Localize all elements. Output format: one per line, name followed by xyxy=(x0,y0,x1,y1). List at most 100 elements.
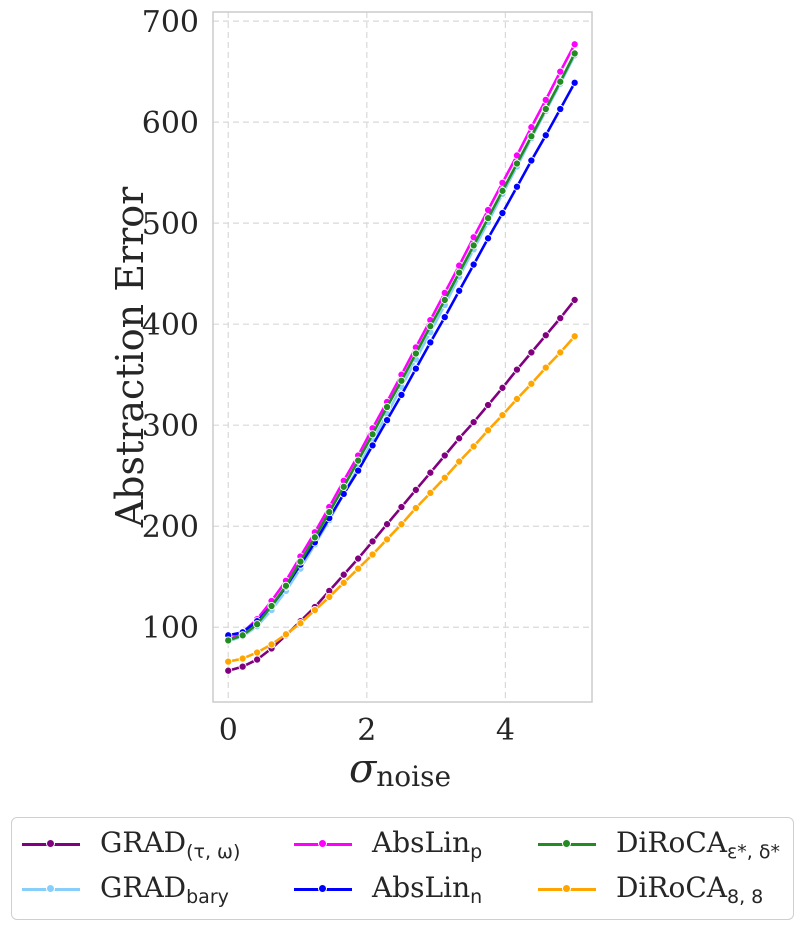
data-point xyxy=(570,78,579,87)
data-point xyxy=(498,383,507,392)
data-point xyxy=(512,365,522,374)
data-point xyxy=(484,234,493,243)
data-point xyxy=(325,508,334,517)
legend-label: GRAD(τ, ω) xyxy=(100,826,240,863)
data-point xyxy=(527,348,536,357)
series-4 xyxy=(224,49,579,645)
data-point xyxy=(382,535,392,544)
data-point xyxy=(253,648,262,657)
data-point xyxy=(469,418,478,427)
series-line xyxy=(227,82,576,637)
chart: 0 2 4 100 200 300 400 500 600 700 Abstraction Err… xyxy=(108,5,593,793)
legend-label-sub: p xyxy=(470,840,483,863)
plot-frame xyxy=(212,11,593,703)
data-point xyxy=(339,578,348,587)
data-point xyxy=(238,662,247,671)
data-point xyxy=(426,338,435,347)
data-point xyxy=(238,631,247,640)
data-point xyxy=(484,214,493,223)
data-point xyxy=(426,322,435,331)
legend-label: AbsLinp xyxy=(372,826,482,863)
data-point xyxy=(541,131,550,140)
data-point xyxy=(556,77,565,86)
data-point xyxy=(354,554,363,563)
data-point xyxy=(267,601,276,611)
data-point xyxy=(455,268,464,277)
data-point xyxy=(253,655,262,664)
data-point xyxy=(484,400,493,410)
data-point xyxy=(310,606,319,615)
y-tick-label: 700 xyxy=(142,5,199,40)
legend-swatch xyxy=(22,882,80,896)
data-point xyxy=(512,182,522,191)
data-point xyxy=(397,390,406,399)
data-series xyxy=(224,40,579,675)
legend-marker xyxy=(562,839,571,848)
data-point xyxy=(512,394,522,403)
data-point xyxy=(556,67,565,76)
legend-swatch xyxy=(538,882,596,896)
legend-item: GRAD(τ, ω) xyxy=(22,824,240,864)
series-2 xyxy=(224,40,579,645)
data-point xyxy=(498,208,507,218)
series-0 xyxy=(224,295,579,675)
legend-label: DiRoCAε*, δ* xyxy=(616,826,780,863)
legend-swatch xyxy=(294,882,352,896)
data-point xyxy=(440,313,449,322)
data-point xyxy=(339,482,348,491)
y-tick-label: 300 xyxy=(142,409,199,444)
data-point xyxy=(570,49,579,58)
data-point xyxy=(469,241,478,250)
data-point xyxy=(382,402,392,412)
legend-swatch xyxy=(294,837,352,851)
data-point xyxy=(224,657,233,666)
legend-item: GRADbary xyxy=(22,869,229,909)
data-point xyxy=(498,411,507,420)
data-point xyxy=(397,502,406,512)
data-point xyxy=(411,349,420,358)
grid-lines xyxy=(213,12,592,702)
data-point xyxy=(440,451,449,460)
y-tick-label: 600 xyxy=(142,106,199,141)
series-5 xyxy=(224,332,579,666)
data-point xyxy=(224,666,233,675)
x-tick-label: 2 xyxy=(357,713,376,748)
data-point xyxy=(411,364,420,373)
legend-label-main: DiRoCA xyxy=(616,825,727,859)
data-point xyxy=(368,550,377,559)
data-point xyxy=(397,376,406,385)
data-point xyxy=(527,132,536,141)
data-point xyxy=(238,654,247,663)
data-point xyxy=(310,533,319,542)
data-point xyxy=(368,441,377,450)
data-point xyxy=(455,434,464,443)
data-point xyxy=(382,520,392,529)
data-point xyxy=(556,348,565,357)
data-point xyxy=(426,488,435,497)
x-axis-subscript: noise xyxy=(376,760,451,793)
legend-label-sub: bary xyxy=(186,885,229,908)
legend-swatch xyxy=(538,837,596,851)
data-point xyxy=(556,104,565,114)
data-point xyxy=(281,581,291,590)
legend-item: AbsLinp xyxy=(294,824,482,864)
data-point xyxy=(296,557,305,566)
data-point xyxy=(281,630,291,639)
legend-label-main: DiRoCA xyxy=(616,870,727,904)
y-tick-label: 400 xyxy=(142,308,199,343)
legend-label-main: GRAD xyxy=(100,870,187,904)
legend-marker xyxy=(46,884,55,893)
legend-label-sub: ε*, δ* xyxy=(727,840,780,863)
data-point xyxy=(411,503,420,513)
data-point xyxy=(570,332,579,341)
legend-label-sub: (τ, ω) xyxy=(186,840,241,863)
data-point xyxy=(267,640,276,649)
legend-marker xyxy=(318,839,327,848)
legend-item: DiRoCAε*, δ* xyxy=(538,824,780,864)
data-point xyxy=(455,286,464,295)
data-point xyxy=(253,620,262,629)
series-line xyxy=(227,43,576,642)
data-point xyxy=(224,636,233,645)
legend-marker xyxy=(46,839,55,848)
y-tick-label: 500 xyxy=(142,207,199,242)
